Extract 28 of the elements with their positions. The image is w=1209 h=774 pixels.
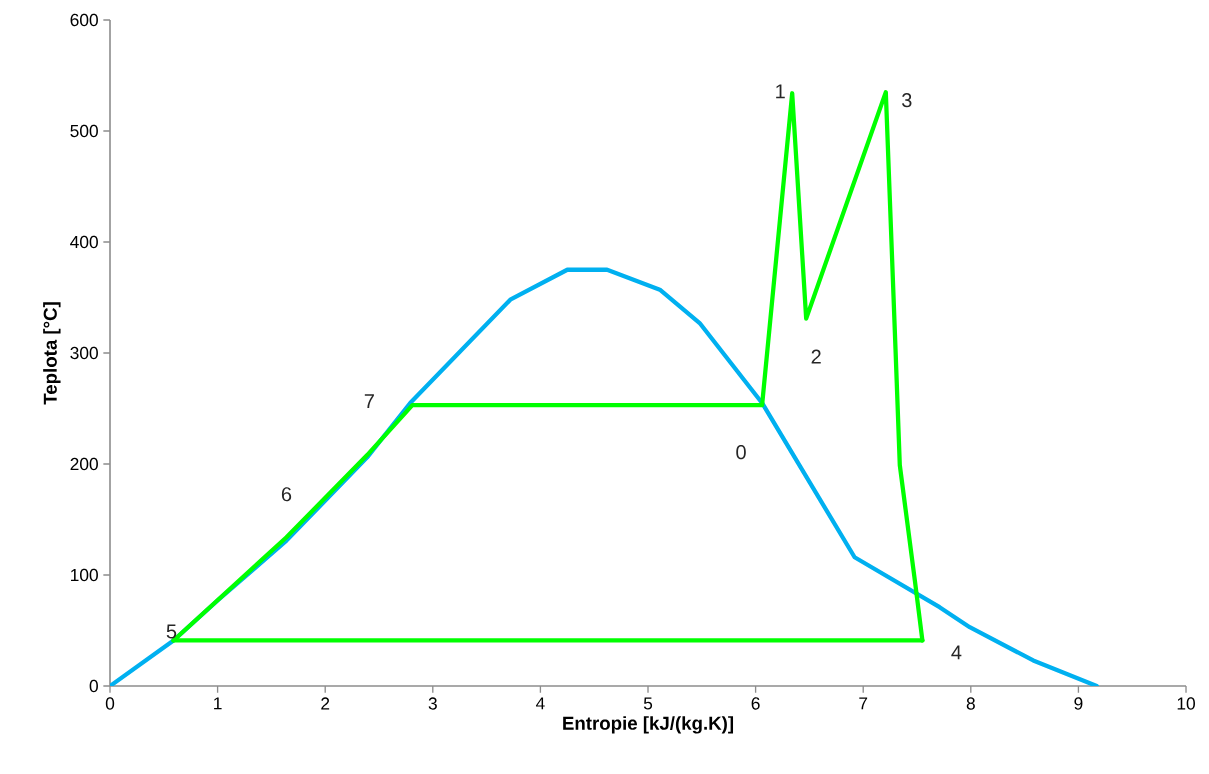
- y-axis-title: Teplota [°C]: [43, 302, 61, 405]
- x-tick-label: 2: [321, 697, 330, 710]
- annotation: 6: [281, 487, 292, 502]
- annotation: 3: [902, 93, 912, 108]
- x-tick-label: 10: [1177, 697, 1195, 710]
- annotation: 4: [951, 645, 962, 660]
- y-tick-label: 300: [70, 346, 98, 360]
- x-axis-title: Entropie [kJ/(kg.K)]: [563, 716, 734, 734]
- x-tick-label: 1: [214, 697, 222, 710]
- y-tick-label: 400: [70, 235, 98, 249]
- x-tick-label: 5: [643, 697, 653, 710]
- x-tick-label: 4: [535, 697, 545, 710]
- x-tick-label: 9: [1074, 697, 1083, 710]
- y-tick-label: 500: [70, 124, 98, 138]
- x-tick-label: 6: [751, 697, 760, 710]
- annotation: 0: [736, 445, 746, 460]
- annotation: 1: [776, 84, 785, 99]
- y-tick-label: 0: [89, 679, 98, 693]
- y-tick-label: 100: [71, 568, 98, 582]
- x-tick-label: 7: [859, 697, 868, 710]
- y-tick-label: 600: [70, 13, 98, 27]
- x-tick-label: 3: [428, 697, 437, 710]
- y-tick-label: 200: [70, 457, 98, 471]
- x-tick-label: 8: [966, 697, 975, 710]
- x-tick-label: 0: [105, 697, 115, 710]
- annotation: 5: [166, 624, 177, 639]
- annotation: 7: [364, 394, 374, 409]
- annotation: 2: [811, 349, 821, 364]
